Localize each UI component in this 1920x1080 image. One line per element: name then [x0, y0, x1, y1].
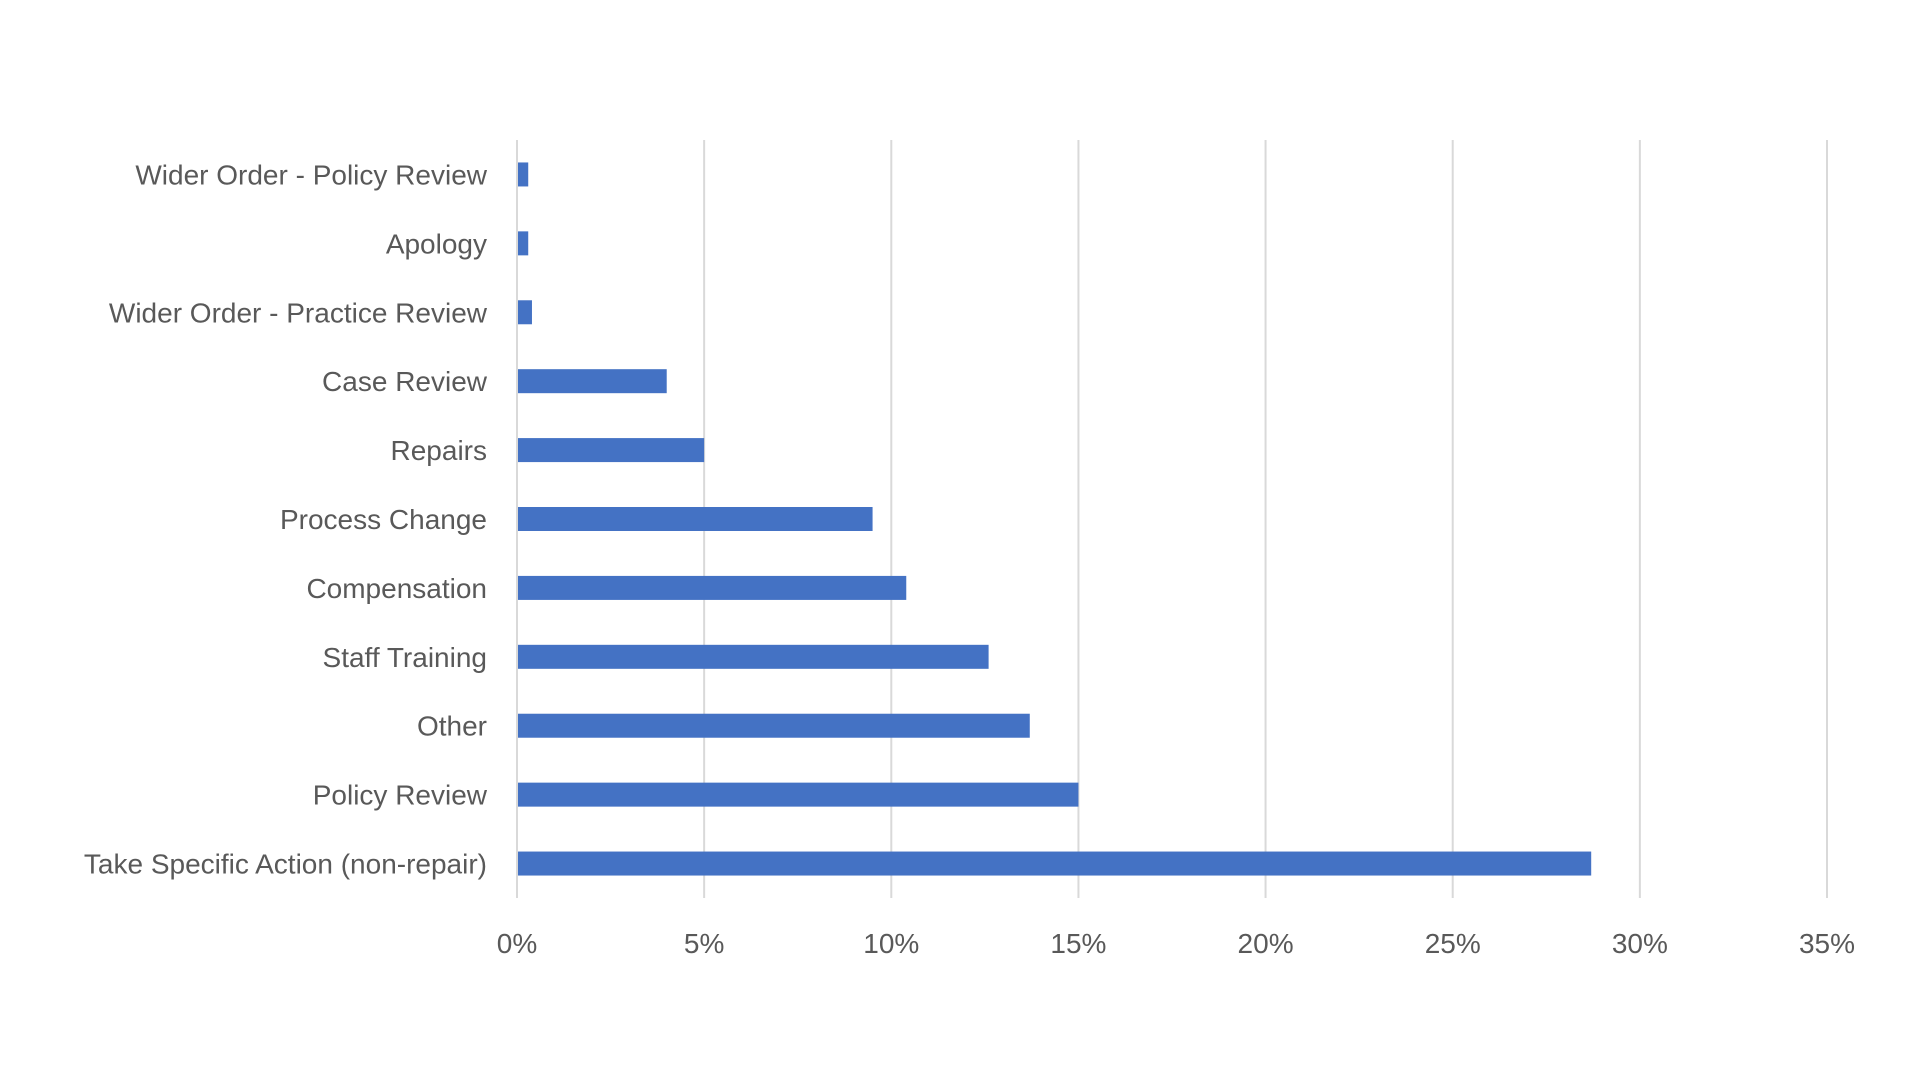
bar — [518, 713, 1030, 738]
category-label: Other — [417, 711, 487, 742]
bars — [518, 162, 1592, 876]
bar — [518, 782, 1079, 807]
category-label: Wider Order - Policy Review — [135, 159, 487, 190]
x-tick-label: 15% — [1050, 928, 1106, 959]
bar — [518, 851, 1592, 876]
bar — [518, 369, 667, 394]
bar — [518, 575, 907, 600]
x-tick-label: 10% — [863, 928, 919, 959]
bar — [518, 300, 532, 325]
x-tick-label: 35% — [1799, 928, 1855, 959]
x-tick-label: 20% — [1238, 928, 1294, 959]
bar — [518, 644, 989, 669]
category-label: Case Review — [322, 366, 488, 397]
x-axis-tick-labels: 0% 5% 10% 15% 20% 25% 30% 35% — [497, 928, 1855, 959]
bar — [518, 507, 873, 531]
category-label: Policy Review — [313, 780, 488, 811]
gridlines — [516, 140, 1828, 898]
x-tick-label: 25% — [1425, 928, 1481, 959]
x-tick-label: 30% — [1612, 928, 1668, 959]
x-tick-label: 0% — [497, 928, 537, 959]
category-label: Staff Training — [323, 642, 487, 673]
category-label: Wider Order - Practice Review — [109, 297, 488, 328]
bar — [518, 438, 705, 463]
category-label: Take Specific Action (non-repair) — [84, 849, 487, 880]
bar — [518, 231, 529, 256]
bar — [518, 162, 529, 187]
category-label: Repairs — [391, 435, 487, 466]
category-labels: Take Specific Action (non-repair) Policy … — [84, 159, 488, 879]
category-label: Apology — [386, 228, 487, 259]
category-label: Process Change — [280, 504, 487, 535]
category-label: Compensation — [306, 573, 487, 604]
x-tick-label: 5% — [684, 928, 724, 959]
